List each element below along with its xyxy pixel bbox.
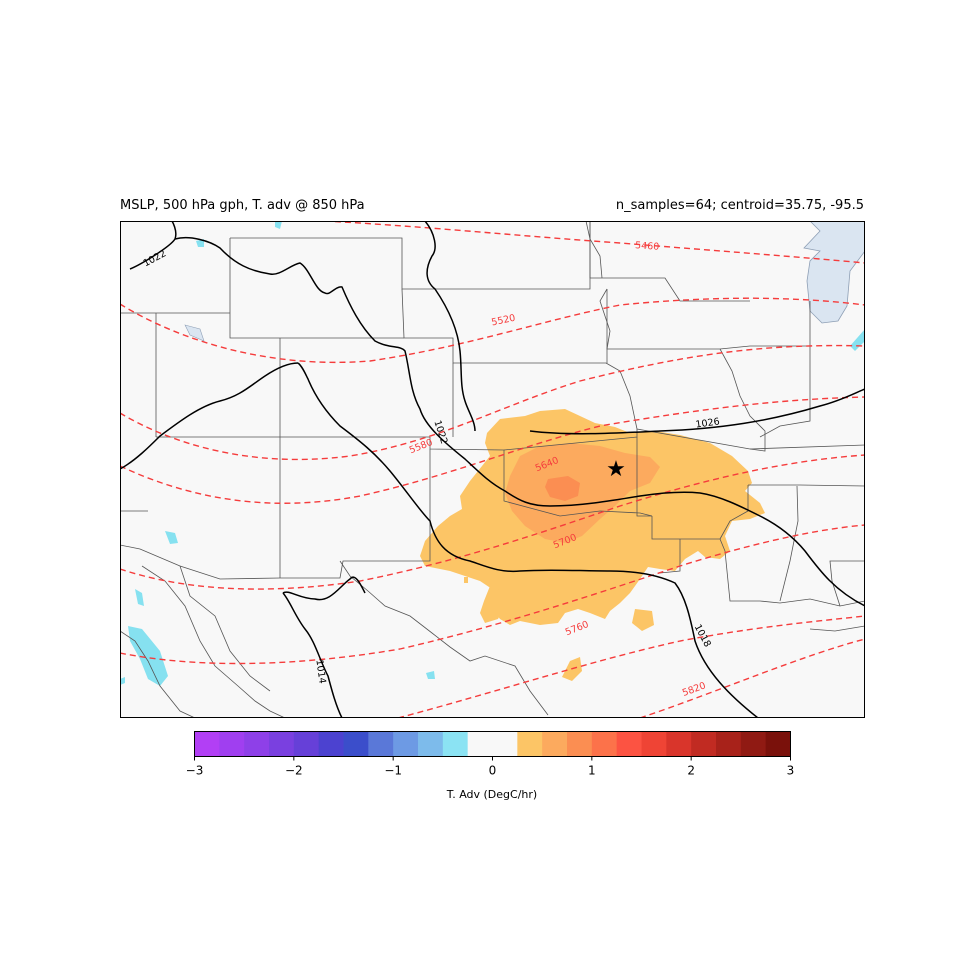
colorbar-cell — [393, 731, 419, 757]
lake-huron-edge — [850, 329, 865, 351]
colorbar-cell — [343, 731, 369, 757]
colorbar-cell — [765, 731, 791, 757]
colorbar-label: T. Adv (DegC/hr) — [446, 788, 537, 801]
colorbar-cell — [691, 731, 717, 757]
colorbar-cell — [194, 731, 220, 757]
colorbar-tick-label: 3 — [787, 764, 795, 778]
colorbar-cell — [641, 731, 667, 757]
colorbar-cells — [194, 731, 791, 757]
colorbar-cell — [567, 731, 593, 757]
colorbar-cell — [269, 731, 295, 757]
centroid-star-icon: ★ — [606, 457, 626, 482]
colorbar-cell — [492, 731, 518, 757]
colorbar-cell — [442, 731, 469, 757]
state-borders — [120, 221, 865, 718]
colorbar-cell — [616, 731, 642, 757]
colorbar-cell — [318, 731, 344, 757]
great-salt-lake — [184, 324, 205, 342]
colorbar-cell — [368, 731, 394, 757]
colorbar-tick-label: 2 — [687, 764, 695, 778]
mslp-label: 1026 — [695, 416, 720, 430]
colorbar-tick-label: −1 — [384, 764, 402, 778]
mslp-label: 1014 — [313, 659, 327, 684]
cold-advection-areas — [120, 221, 435, 686]
colorbar-cell — [666, 731, 692, 757]
gph-label: 5460 — [635, 240, 660, 253]
map-title: MSLP, 500 hPa gph, T. adv @ 850 hPa — [120, 198, 365, 213]
colorbar-cell — [517, 731, 543, 757]
map-frame — [120, 221, 865, 718]
gph-contours — [120, 221, 865, 718]
colorbar-cell — [591, 731, 618, 757]
colorbar-cell — [542, 731, 568, 757]
colorbar-cell — [467, 731, 493, 757]
colorbar-tick-label: −3 — [186, 764, 204, 778]
lake-michigan — [803, 221, 865, 324]
gph-label: 5520 — [491, 313, 517, 329]
weather-map: 5460 5520 5580 5640 5700 5760 5820 1022 … — [120, 221, 865, 718]
colorbar-tick-label: −2 — [285, 764, 303, 778]
sample-info: n_samples=64; centroid=35.75, -95.5 — [615, 198, 864, 213]
colorbar-cell — [740, 731, 767, 757]
colorbar-tick-label: 1 — [588, 764, 596, 778]
colorbar-tick-label: 0 — [489, 764, 497, 778]
colorbar-ticks: −3 −2 −1 0 1 2 3 — [186, 756, 795, 778]
colorbar-cell — [244, 731, 270, 757]
colorbar: −3 −2 −1 0 1 2 3 T. Adv (DegC/hr) — [186, 731, 795, 801]
colorbar-cell — [418, 731, 444, 757]
mslp-contours — [120, 221, 865, 718]
colorbar-cell — [716, 731, 742, 757]
colorbar-cell — [219, 731, 245, 757]
colorbar-cell — [293, 731, 320, 757]
